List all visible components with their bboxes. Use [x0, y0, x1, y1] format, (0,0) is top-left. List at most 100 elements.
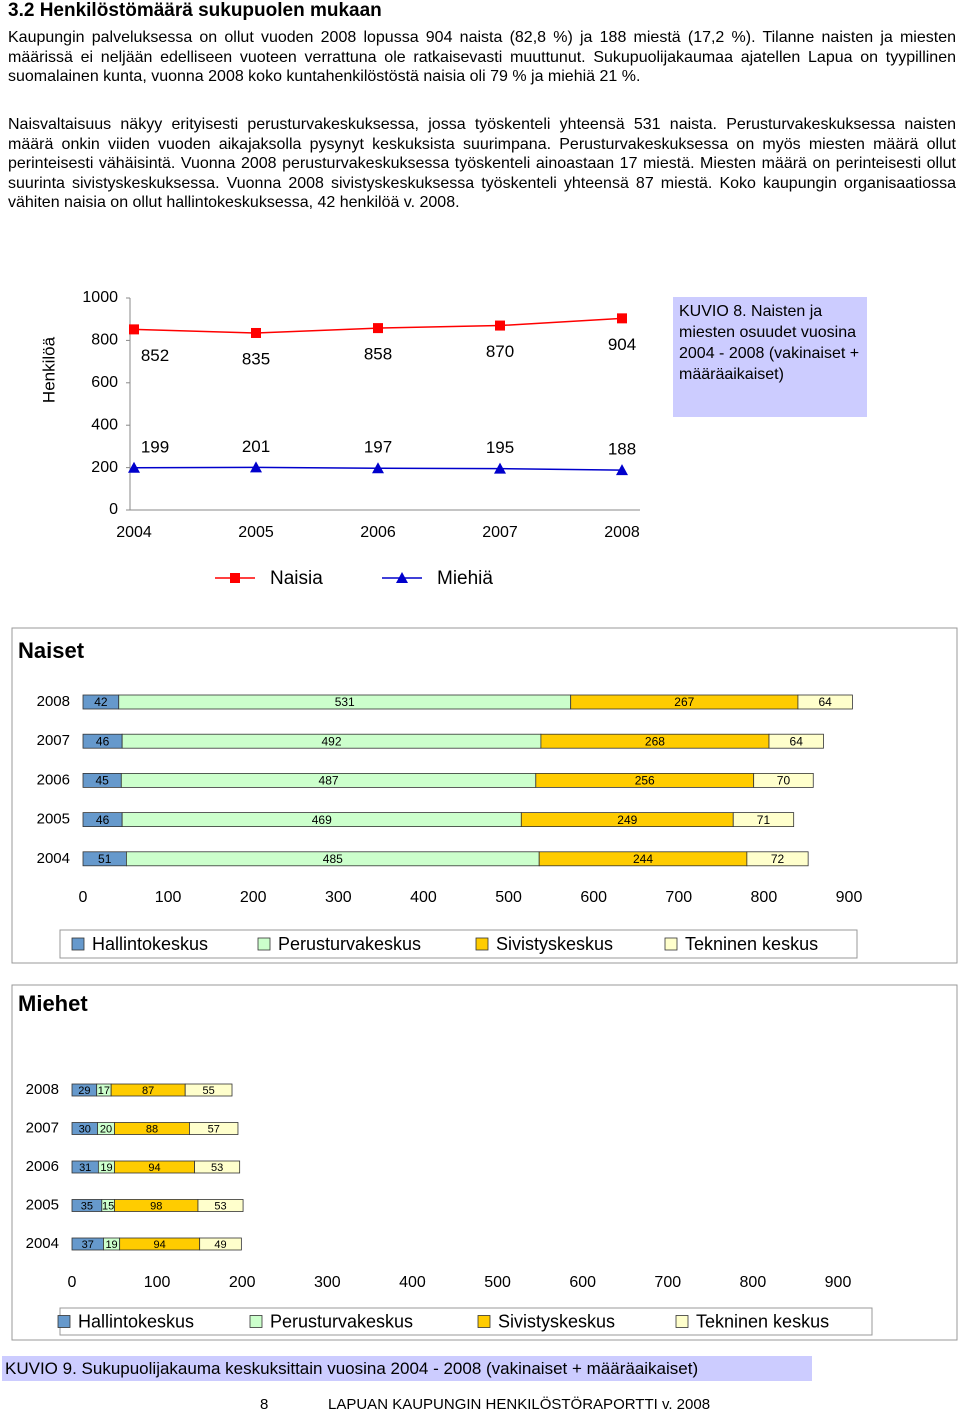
- data-label: 55: [202, 1085, 214, 1097]
- bar-segment: [194, 1160, 241, 1174]
- y-tick-label: 2006: [37, 771, 70, 788]
- data-label: 29: [78, 1085, 90, 1097]
- data-label: 197: [364, 438, 392, 457]
- legend-label: Tekninen keskus: [685, 934, 818, 954]
- bar-segment: [189, 1122, 239, 1135]
- data-label: 188: [608, 440, 636, 459]
- legend-swatch: [71, 937, 85, 951]
- data-label: 46: [96, 813, 110, 827]
- y-tick-label: 2007: [37, 732, 70, 749]
- data-label: 49: [214, 1239, 226, 1251]
- legend-label: Hallintokeskus: [78, 1311, 194, 1331]
- data-label: 268: [645, 734, 665, 748]
- x-tick-label: 700: [654, 1274, 681, 1291]
- data-label: 531: [335, 695, 355, 709]
- data-label: 42: [94, 695, 108, 709]
- x-tick-label: 800: [740, 1274, 767, 1291]
- bar-segment: [753, 773, 814, 788]
- data-label: 70: [777, 774, 791, 788]
- y-tick-label: 2007: [26, 1119, 59, 1136]
- bar-segment: [199, 1237, 242, 1251]
- chart-frame: [11, 984, 958, 1341]
- data-label: 94: [154, 1239, 166, 1251]
- y-axis-label: Henkilöä: [39, 336, 58, 403]
- legend-label: Sivistyskeskus: [498, 1311, 615, 1331]
- legend-label: Sivistyskeskus: [496, 934, 613, 954]
- x-tick-label: 600: [569, 1274, 596, 1291]
- y-tick-label: 2005: [37, 811, 70, 828]
- data-label: 51: [98, 852, 112, 866]
- x-tick-label: 100: [155, 889, 182, 906]
- heading: 3.2 Henkilöstömäärä sukupuolen mukaan: [8, 0, 382, 21]
- x-tick-label: 200: [229, 1274, 256, 1291]
- x-tick-label: 0: [68, 1274, 77, 1291]
- x-tick-label: 300: [325, 889, 352, 906]
- data-label: 30: [79, 1123, 91, 1135]
- legend-swatch: [57, 1315, 71, 1328]
- marker: [251, 327, 261, 338]
- marker: [230, 573, 240, 583]
- paragraph: Naisvaltaisuus näkyy erityisesti perustu…: [8, 116, 956, 212]
- data-label: 98: [150, 1200, 162, 1212]
- x-tick-label: 2008: [604, 524, 640, 541]
- data-label: 20: [100, 1123, 112, 1135]
- legend-swatch: [664, 937, 678, 951]
- marker: [129, 324, 139, 335]
- legend-swatch: [475, 937, 489, 951]
- chart-title: Naiset: [18, 638, 85, 663]
- data-label: 57: [208, 1123, 220, 1135]
- x-tick-label: 600: [580, 889, 607, 906]
- data-label: 858: [364, 345, 392, 364]
- page-number: 8: [260, 1396, 269, 1413]
- y-tick-label: 2004: [26, 1235, 59, 1252]
- y-tick-label: 2006: [26, 1158, 59, 1175]
- x-tick-label: 2007: [482, 524, 518, 541]
- bar-segment: [184, 1083, 233, 1097]
- data-label: 201: [242, 437, 270, 456]
- legend-label: Miehiä: [437, 568, 493, 589]
- chart-annotation: KUVIO 8. Naisten ja miesten osuudet vuos…: [673, 297, 867, 417]
- y-tick-label: 1000: [82, 289, 118, 306]
- data-label: 256: [635, 774, 655, 788]
- x-tick-label: 400: [399, 1274, 426, 1291]
- bar-segment: [197, 1199, 244, 1212]
- legend-swatch: [477, 1315, 491, 1328]
- x-tick-label: 500: [495, 889, 522, 906]
- y-tick-label: 2005: [26, 1196, 59, 1213]
- x-tick-label: 900: [825, 1274, 852, 1291]
- chart-title: Miehet: [18, 991, 88, 1016]
- y-tick-label: 2004: [37, 850, 70, 867]
- marker: [128, 461, 140, 473]
- marker: [616, 464, 628, 476]
- bar-segment: [746, 851, 809, 867]
- bar-segment: [797, 694, 853, 710]
- marker: [495, 320, 505, 331]
- data-label: 195: [486, 438, 514, 457]
- data-label: 15: [102, 1200, 114, 1212]
- data-label: 835: [242, 349, 270, 368]
- data-label: 19: [105, 1239, 117, 1251]
- data-label: 199: [141, 437, 169, 456]
- data-label: 94: [148, 1162, 160, 1174]
- marker: [494, 462, 506, 474]
- marker: [250, 461, 262, 473]
- data-label: 485: [323, 852, 343, 866]
- legend-label: Naisia: [270, 568, 323, 589]
- data-label: 35: [81, 1200, 93, 1212]
- x-tick-label: 2004: [116, 524, 152, 541]
- data-label: 904: [608, 335, 636, 354]
- x-tick-label: 2006: [360, 524, 396, 541]
- marker: [396, 572, 408, 583]
- legend-swatch: [257, 937, 271, 951]
- paragraph: Kaupungin palveluksessa on ollut vuoden …: [8, 29, 956, 86]
- caption: KUVIO 9. Sukupuolijakauma keskuksittain …: [2, 1356, 812, 1381]
- legend-frame: [59, 1307, 873, 1336]
- data-label: 17: [98, 1085, 110, 1097]
- data-label: 87: [142, 1085, 154, 1097]
- bar-segment: [768, 733, 824, 749]
- y-tick-label: 2008: [26, 1081, 59, 1098]
- data-label: 53: [211, 1162, 223, 1174]
- x-tick-label: 400: [410, 889, 437, 906]
- legend-label: Tekninen keskus: [696, 1311, 829, 1331]
